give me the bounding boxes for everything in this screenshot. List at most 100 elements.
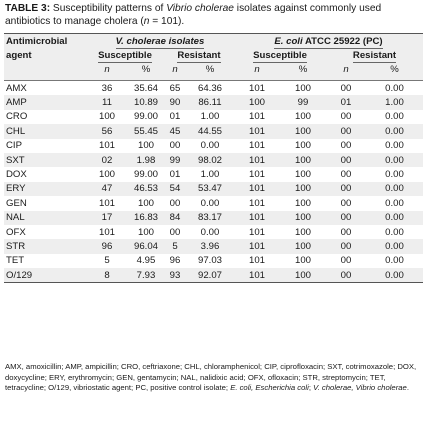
cell-agent: TET: [6, 255, 25, 267]
table-footnote: AMX, amoxicillin; AMP, ampicillin; CRO, …: [5, 362, 417, 393]
cell-er-n: 00: [340, 140, 352, 152]
table-row: O/129 8 7.93 93 92.07 101 100 00 0.00: [4, 268, 423, 284]
cell-vs-n: 56: [86, 124, 128, 139]
cell-er-p: 0.00: [385, 169, 404, 181]
cell-es-p: 100: [280, 239, 326, 254]
header-n: n: [326, 62, 366, 76]
cell-vr-p: 53.47: [186, 181, 234, 197]
table-caption: TABLE 3: Susceptibility patterns of Vibr…: [5, 3, 423, 28]
cell-es-p: 100: [294, 169, 311, 181]
cell-vr-p: 0.00: [200, 140, 220, 152]
cell-vs-p: 10.89: [128, 95, 164, 110]
header-n: n: [234, 62, 280, 76]
cell-vs-p: 100: [137, 226, 154, 238]
cell-er-p: 0.00: [366, 210, 423, 225]
cell-vs-p: 35.64: [133, 82, 158, 94]
header-n: n: [164, 62, 186, 76]
cell-es-p: 100: [294, 140, 311, 152]
cell-vr-p: 86.11: [186, 95, 234, 110]
cell-vs-n: 96: [86, 239, 128, 254]
caption-text: isolates against commonly used antibioti…: [5, 3, 382, 27]
cell-es-n: 101: [234, 181, 280, 197]
cell-er-n: 00: [340, 197, 352, 209]
cell-es-n: 101: [248, 82, 265, 94]
cell-vs-n: 02: [86, 152, 128, 168]
header-group-vcholerae: V. cholerae isolates: [86, 33, 234, 49]
cell-er-p: 0.00: [385, 197, 404, 209]
cell-vr-p: 1.00: [200, 169, 220, 181]
cell-vr-n: 90: [164, 95, 186, 110]
cell-es-n: 101: [248, 111, 265, 123]
cell-vs-n: 100: [98, 169, 115, 181]
cell-agent: CIP: [6, 140, 22, 152]
cell-agent: STR: [4, 239, 86, 254]
cell-er-n: 00: [326, 124, 366, 139]
header-pct: %: [186, 62, 234, 76]
table-row: TET 5 4.95 96 97.03 101 100 00 0.00: [4, 254, 423, 268]
cell-es-p: 100: [294, 111, 311, 123]
cell-vr-n: 00: [169, 226, 181, 238]
table-row: OFX 101 100 00 0.00 101 100 00 0.00: [4, 225, 423, 239]
cell-vs-p: 4.95: [136, 255, 156, 267]
table-row: CHL 56 55.45 45 44.55 101 100 00 0.00: [4, 124, 423, 139]
cell-es-p: 100: [280, 181, 326, 197]
cell-vs-n: 101: [98, 226, 115, 238]
cell-vr-n: 93: [164, 268, 186, 284]
cell-es-p: 100: [294, 197, 311, 209]
cell-es-n: 101: [248, 140, 265, 152]
cell-es-n: 101: [234, 124, 280, 139]
cell-er-p: 0.00: [385, 111, 404, 123]
caption-n: n: [143, 15, 150, 27]
cell-vs-p: 99.00: [133, 169, 158, 181]
cell-es-p: 100: [294, 255, 311, 267]
cell-vr-n: 5: [164, 239, 186, 254]
header-agent-line2: agent: [4, 48, 86, 62]
header-row-categories: agent Susceptible Resistant Susceptible …: [4, 48, 423, 63]
cell-es-p: 100: [280, 152, 326, 168]
cell-vs-n: 17: [86, 210, 128, 225]
header-row-units: n % n % n % n %: [4, 62, 423, 76]
cell-vs-n: 11: [86, 95, 128, 110]
cell-er-n: 00: [326, 239, 366, 254]
header-pct: %: [128, 62, 164, 76]
cell-er-p: 0.00: [385, 140, 404, 152]
cell-er-n: 01: [326, 95, 366, 110]
cell-vr-p: 92.07: [186, 268, 234, 284]
table-row: GEN 101 100 00 0.00 101 100 00 0.00: [4, 196, 423, 210]
cell-vr-p: 3.96: [186, 239, 234, 254]
table-row: DOX 100 99.00 01 1.00 101 100 00 0.00: [4, 167, 423, 181]
header-separator: [4, 76, 423, 81]
cell-es-n: 100: [234, 95, 280, 110]
cell-vs-p: 100: [137, 140, 154, 152]
cell-es-p: 100: [280, 210, 326, 225]
cell-vr-n: 96: [169, 255, 181, 267]
header-v-susceptible: Susceptible: [86, 48, 164, 63]
cell-er-n: 00: [340, 169, 352, 181]
cell-vs-n: 101: [98, 140, 115, 152]
cell-vr-n: 01: [169, 111, 181, 123]
caption-text: = 101).: [149, 15, 185, 27]
cell-er-n: 00: [326, 210, 366, 225]
cell-er-n: 00: [326, 181, 366, 197]
cell-es-p: 99: [280, 95, 326, 110]
cell-vs-p: 16.83: [128, 210, 164, 225]
cell-vr-n: 54: [164, 181, 186, 197]
cell-es-n: 101: [234, 152, 280, 168]
cell-er-p: 0.00: [385, 82, 404, 94]
cell-vr-p: 83.17: [186, 210, 234, 225]
cell-es-p: 100: [280, 268, 326, 284]
cell-vs-p: 7.93: [128, 268, 164, 284]
cell-er-p: 1.00: [366, 95, 423, 110]
cell-er-n: 00: [326, 268, 366, 284]
cell-vs-p: 99.00: [133, 111, 158, 123]
cell-vr-n: 84: [164, 210, 186, 225]
cell-es-n: 101: [248, 169, 265, 181]
cell-vs-p: 96.04: [128, 239, 164, 254]
cell-vr-p: 97.03: [197, 255, 222, 267]
cell-agent: CRO: [6, 111, 28, 123]
cell-vs-n: 8: [86, 268, 128, 284]
cell-es-n: 101: [234, 268, 280, 284]
cell-er-n: 00: [340, 111, 352, 123]
cell-agent: CHL: [4, 124, 86, 139]
caption-label: TABLE 3:: [5, 3, 51, 14]
